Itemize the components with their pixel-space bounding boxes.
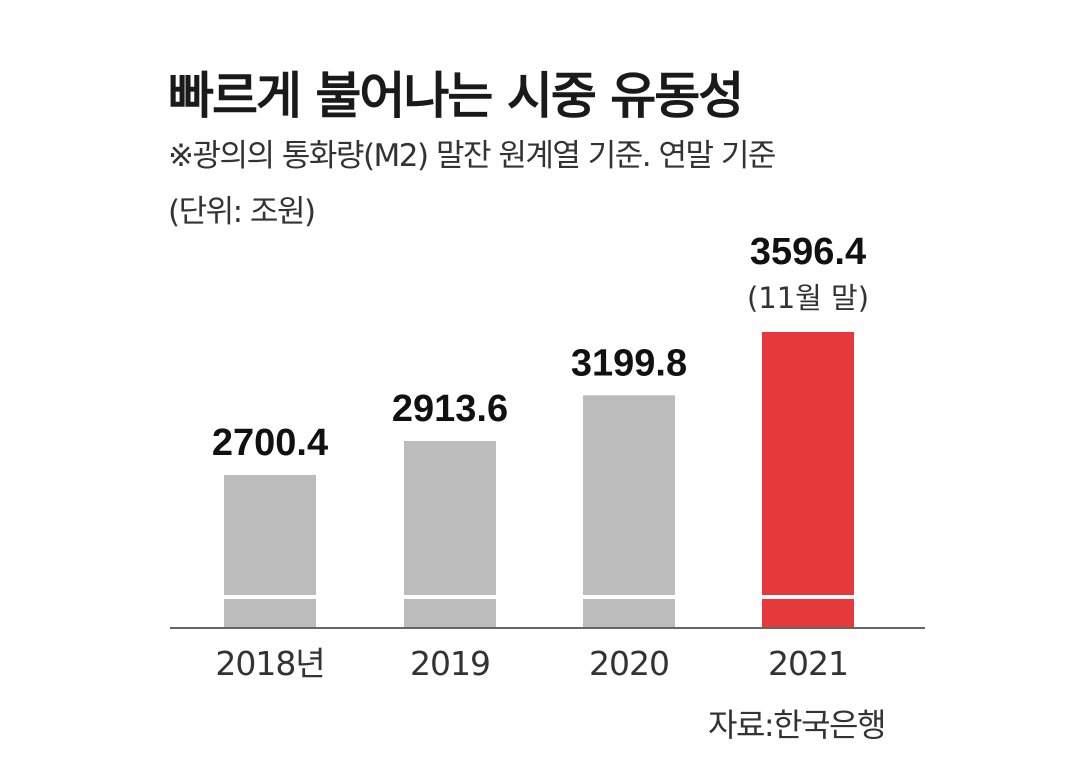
chart-subtitle: ※광의의 통화량(M2) 말잔 원계열 기준. 연말 기준 bbox=[168, 138, 776, 174]
chart-title: 빠르게 불어나는 시중 유동성 bbox=[168, 67, 744, 125]
value-label-2021: 3596.4 bbox=[750, 231, 866, 273]
bar-2021 bbox=[762, 332, 854, 628]
bar-2020 bbox=[583, 395, 675, 628]
bar-2019 bbox=[404, 440, 496, 628]
chart-unit: (단위: 조원) bbox=[168, 194, 316, 230]
value-label-2018년: 2700.4 bbox=[212, 422, 328, 464]
value-label-2020: 3199.8 bbox=[571, 342, 687, 384]
value-label-2019: 2913.6 bbox=[392, 388, 508, 430]
chart-source: 자료:한국은행 bbox=[708, 706, 886, 744]
annotation-2021: (11월 말) bbox=[747, 281, 869, 315]
bar-2018년 bbox=[224, 475, 316, 628]
x-tick-2019: 2019 bbox=[410, 644, 490, 683]
x-tick-2021: 2021 bbox=[768, 644, 848, 683]
x-tick-2018년: 2018년 bbox=[215, 644, 324, 683]
x-tick-2020: 2020 bbox=[589, 644, 669, 683]
